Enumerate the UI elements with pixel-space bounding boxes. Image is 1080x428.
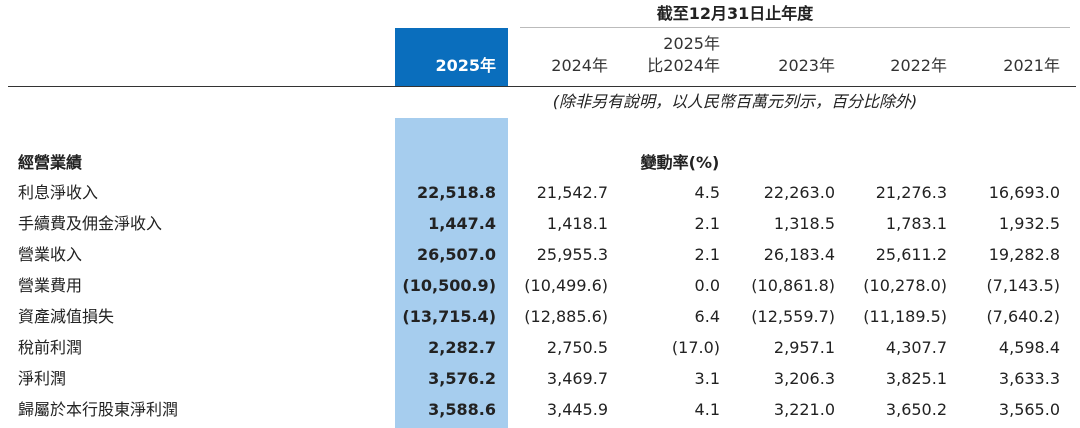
cell: 16,693.0	[988, 183, 1060, 202]
cell: (17.0)	[671, 338, 720, 357]
cell: 3,650.2	[885, 400, 947, 419]
cell: 3.1	[694, 369, 720, 388]
cell: 3,221.0	[773, 400, 835, 419]
cell: 3,206.3	[773, 369, 835, 388]
cell: 3,565.0	[998, 400, 1060, 419]
cell: 26,507.0	[417, 245, 496, 264]
cell: (13,715.4)	[402, 307, 496, 326]
row-label: 資產減值損失	[18, 307, 115, 326]
cell: 19,282.8	[988, 245, 1060, 264]
highlight-body	[395, 118, 508, 428]
cell: 25,611.2	[875, 245, 947, 264]
cell: 25,955.3	[536, 245, 608, 264]
cell: 1,447.4	[428, 214, 496, 233]
cell: 3,469.7	[546, 369, 608, 388]
cell: (7,143.5)	[986, 276, 1060, 295]
header-rule	[8, 86, 1076, 87]
cell: (12,559.7)	[751, 307, 835, 326]
cell: 4,598.4	[998, 338, 1060, 357]
cell: (7,640.2)	[986, 307, 1060, 326]
column-header: 2023年	[778, 56, 835, 75]
cell: 21,276.3	[875, 183, 947, 202]
cell: 22,518.8	[417, 183, 496, 202]
cell: 1,932.5	[998, 214, 1060, 233]
cell: 2,957.1	[773, 338, 835, 357]
row-label: 淨利潤	[18, 369, 67, 388]
row-label: 稅前利潤	[18, 338, 83, 357]
cell: 3,445.9	[546, 400, 608, 419]
cell: 3,825.1	[885, 369, 947, 388]
cell: (11,189.5)	[863, 307, 947, 326]
cell: 3,576.2	[428, 369, 496, 388]
change-label: 變動率(%)	[640, 153, 720, 172]
cell: 4.1	[694, 400, 720, 419]
row-label: 歸屬於本行股東淨利潤	[18, 400, 179, 419]
note: (除非另有說明，以人民幣百萬元列示，百分比除外)	[552, 92, 918, 111]
row-label: 營業費用	[18, 276, 83, 295]
cell: (10,861.8)	[751, 276, 835, 295]
period: 截至12月31日止年度	[656, 4, 814, 23]
column-header: 2021年	[1003, 56, 1060, 75]
column-header: 比2024年	[647, 56, 720, 75]
column-header: 2024年	[551, 56, 608, 75]
cell: 2,282.7	[428, 338, 496, 357]
cell: 1,318.5	[773, 214, 835, 233]
cell: (10,499.6)	[524, 276, 608, 295]
column-header: 2022年	[890, 56, 947, 75]
cell: (10,500.9)	[402, 276, 496, 295]
column-header: 2025年	[435, 56, 496, 75]
column-header: 2025年	[663, 34, 720, 53]
cell: 4,307.7	[885, 338, 947, 357]
cell: 26,183.4	[763, 245, 835, 264]
row-label: 利息淨收入	[18, 183, 99, 202]
section-title: 經營業績	[18, 153, 83, 172]
cell: (12,885.6)	[524, 307, 608, 326]
cell: 2,750.5	[546, 338, 608, 357]
cell: 4.5	[694, 183, 720, 202]
cell: 1,783.1	[885, 214, 947, 233]
cell: 6.4	[694, 307, 720, 326]
cell: 2.1	[694, 245, 720, 264]
cell: 1,418.1	[546, 214, 608, 233]
row-label: 手續費及佣金淨收入	[18, 214, 163, 233]
cell: 22,263.0	[763, 183, 835, 202]
cell: 0.0	[694, 276, 720, 295]
cell: 3,633.3	[998, 369, 1060, 388]
highlight-header	[395, 28, 508, 86]
cell: 2.1	[694, 214, 720, 233]
period-rule	[520, 27, 1070, 28]
cell: (10,278.0)	[863, 276, 947, 295]
cell: 3,588.6	[428, 400, 496, 419]
cell: 21,542.7	[536, 183, 608, 202]
row-label: 營業收入	[18, 245, 83, 264]
